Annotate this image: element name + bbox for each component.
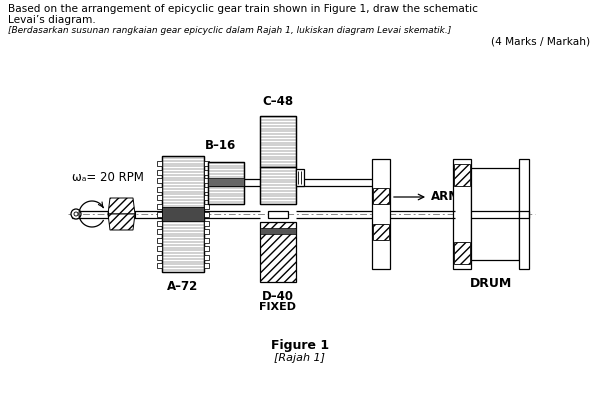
Bar bbox=[204, 238, 209, 242]
Bar bbox=[157, 246, 162, 251]
Bar bbox=[204, 221, 209, 225]
Bar bbox=[208, 162, 244, 204]
Bar bbox=[260, 116, 296, 167]
Bar bbox=[157, 204, 162, 209]
Bar bbox=[157, 221, 162, 225]
Bar bbox=[162, 156, 204, 272]
Bar bbox=[296, 169, 304, 186]
Bar bbox=[204, 169, 209, 175]
Bar bbox=[372, 159, 390, 269]
Bar bbox=[453, 159, 471, 269]
Text: Figure 1: Figure 1 bbox=[271, 339, 329, 352]
Bar bbox=[208, 162, 244, 204]
Bar bbox=[204, 263, 209, 268]
Polygon shape bbox=[108, 198, 135, 214]
Text: [Rajah 1]: [Rajah 1] bbox=[274, 353, 325, 363]
Bar bbox=[204, 161, 209, 166]
Text: Based on the arrangement of epicyclic gear train shown in Figure 1, draw the sch: Based on the arrangement of epicyclic ge… bbox=[8, 4, 478, 14]
Bar bbox=[204, 187, 209, 192]
Bar bbox=[373, 224, 389, 240]
Text: C–48: C–48 bbox=[262, 95, 293, 108]
Bar bbox=[157, 212, 162, 217]
Bar bbox=[268, 211, 288, 217]
Bar bbox=[260, 228, 296, 234]
Bar bbox=[157, 169, 162, 175]
Bar bbox=[204, 212, 209, 217]
Text: ARM: ARM bbox=[431, 190, 461, 204]
Text: B–16: B–16 bbox=[205, 139, 237, 152]
Bar bbox=[157, 229, 162, 234]
Bar bbox=[157, 161, 162, 166]
Bar bbox=[454, 164, 470, 186]
Bar bbox=[204, 178, 209, 183]
Bar bbox=[208, 178, 244, 186]
Bar bbox=[157, 187, 162, 192]
Bar bbox=[204, 204, 209, 209]
Bar bbox=[260, 167, 296, 204]
Bar bbox=[162, 156, 204, 272]
Text: [Berdasarkan susunan rangkaian gear epicyclic dalam Rajah 1, lukiskan diagram Le: [Berdasarkan susunan rangkaian gear epic… bbox=[8, 26, 451, 35]
Text: ωₐ= 20 RPM: ωₐ= 20 RPM bbox=[72, 171, 144, 184]
Bar bbox=[204, 195, 209, 200]
Bar bbox=[471, 168, 519, 260]
Bar bbox=[204, 246, 209, 251]
Bar bbox=[454, 242, 470, 264]
Bar bbox=[373, 188, 389, 204]
Bar bbox=[260, 222, 296, 282]
Bar bbox=[260, 167, 296, 204]
Text: DRUM: DRUM bbox=[470, 277, 512, 290]
Bar bbox=[157, 178, 162, 183]
Polygon shape bbox=[108, 214, 135, 230]
Bar bbox=[157, 195, 162, 200]
Bar bbox=[157, 255, 162, 259]
Bar bbox=[519, 159, 529, 269]
Text: FIXED: FIXED bbox=[259, 302, 296, 312]
Circle shape bbox=[74, 212, 78, 216]
Bar bbox=[157, 263, 162, 268]
Text: D–40: D–40 bbox=[262, 290, 294, 303]
Bar bbox=[157, 238, 162, 242]
Bar bbox=[204, 229, 209, 234]
Bar bbox=[162, 207, 204, 221]
Bar bbox=[260, 116, 296, 167]
Text: Levai’s diagram.: Levai’s diagram. bbox=[8, 15, 96, 25]
Text: A–72: A–72 bbox=[167, 280, 199, 293]
Bar bbox=[204, 255, 209, 259]
Circle shape bbox=[71, 209, 81, 219]
Text: (4 Marks / Markah): (4 Marks / Markah) bbox=[491, 36, 590, 46]
